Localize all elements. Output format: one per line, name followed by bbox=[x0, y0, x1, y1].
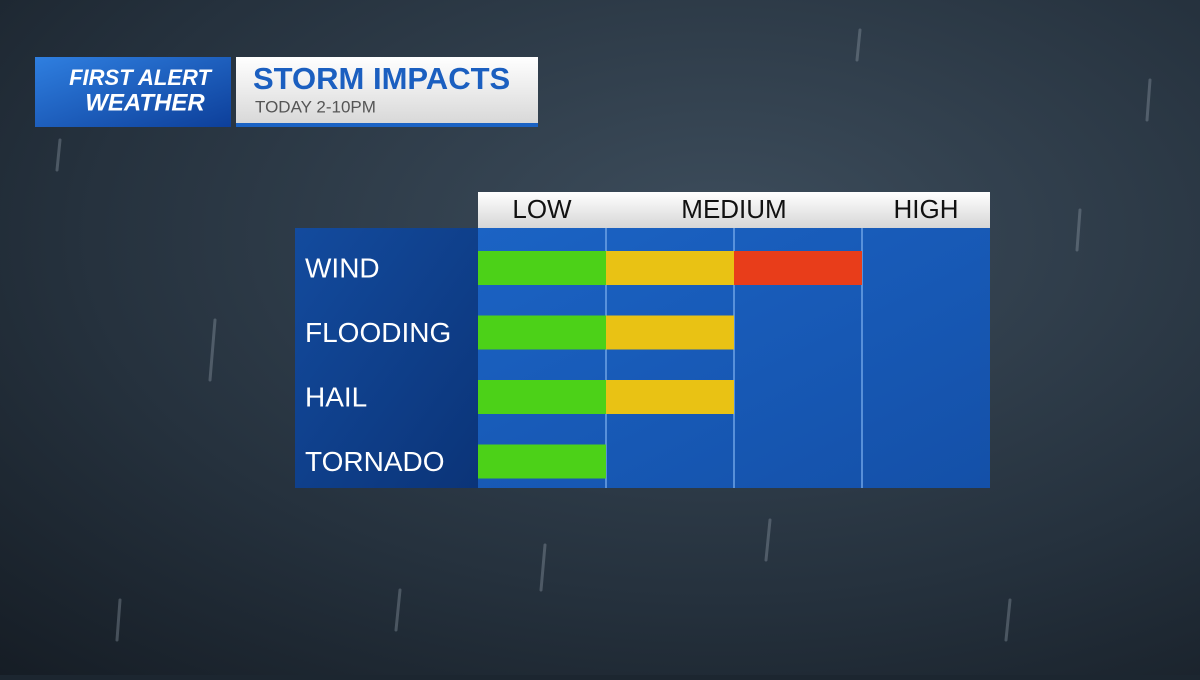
subtitle: TODAY 2-10PM bbox=[255, 97, 376, 116]
brand-bottom: WEATHER bbox=[85, 89, 205, 116]
row-label: HAIL bbox=[305, 381, 367, 412]
label-column bbox=[295, 228, 478, 488]
row-label: WIND bbox=[305, 252, 380, 283]
impact-segment bbox=[478, 251, 606, 285]
impact-segment bbox=[478, 315, 606, 350]
impact-segment bbox=[606, 380, 734, 414]
title-rule bbox=[236, 123, 538, 127]
impact-segment bbox=[734, 251, 862, 285]
impact-segment bbox=[478, 380, 606, 414]
title-box bbox=[236, 57, 538, 127]
header-row bbox=[478, 192, 990, 228]
column-header: HIGH bbox=[894, 194, 959, 224]
row-label: TORNADO bbox=[305, 446, 445, 477]
brand-top: FIRST ALERT bbox=[69, 65, 212, 90]
column-header: MEDIUM bbox=[681, 194, 786, 224]
logo-box bbox=[35, 57, 231, 127]
impact-segment bbox=[606, 315, 734, 350]
title: STORM IMPACTS bbox=[253, 61, 510, 96]
column-header: LOW bbox=[512, 194, 572, 224]
impact-segment bbox=[606, 251, 734, 285]
row-label: FLOODING bbox=[305, 317, 451, 348]
impact-segment bbox=[478, 444, 606, 479]
rain bbox=[55, 28, 1152, 642]
